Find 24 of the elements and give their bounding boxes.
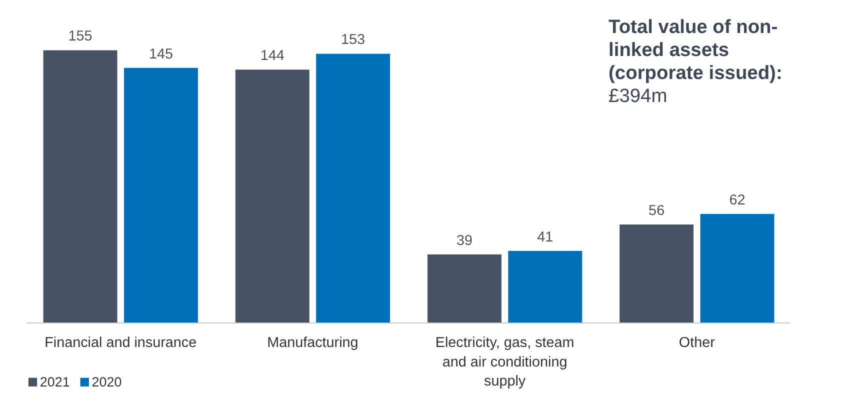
data-label: 153 [341, 32, 366, 48]
bar [700, 214, 774, 324]
data-label: 155 [68, 28, 92, 45]
chart-title: Total value of non-linked assets (corporate issued): [608, 16, 782, 84]
x-tick-label: Electricity, gas, steam and air conditioning supply [435, 335, 574, 390]
bar [316, 54, 390, 324]
bar [43, 50, 118, 324]
bar [620, 224, 694, 324]
bar [235, 70, 310, 324]
bar [508, 250, 582, 324]
data-label: 41 [537, 229, 554, 246]
bar [124, 68, 198, 324]
data-label: 62 [729, 192, 746, 208]
x-tick-label: Financial and insurance [44, 335, 197, 352]
legend-label: 2020 [92, 374, 122, 390]
data-label: 145 [148, 46, 173, 62]
x-tick-label: Other [678, 335, 716, 352]
x-tick-label: Manufacturing [267, 335, 358, 352]
legend-label: 2021 [40, 374, 70, 390]
data-label: 56 [648, 202, 665, 219]
bar [428, 254, 502, 324]
data-label: 144 [260, 48, 284, 64]
data-label: 39 [456, 232, 472, 249]
text: £394m [608, 86, 668, 108]
